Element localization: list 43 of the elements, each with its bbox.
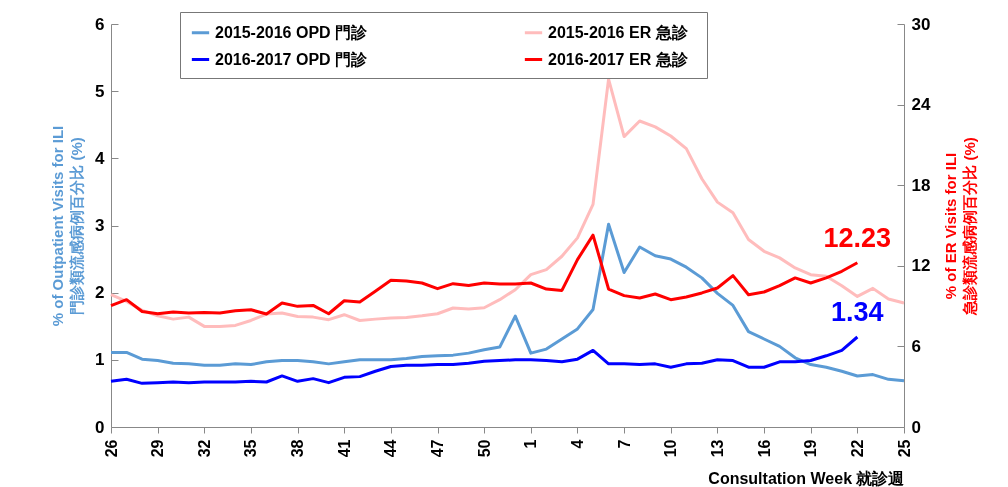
x-tick-label: 25 xyxy=(895,439,913,458)
y-tick-label: 1 xyxy=(95,350,105,370)
x-tick-label: 47 xyxy=(429,439,447,458)
x-tick-label: 32 xyxy=(195,439,213,458)
legend-label: 2015-2016 OPD 門診 xyxy=(215,23,369,41)
y-tick-label: 5 xyxy=(95,81,105,101)
x-tick-label: 41 xyxy=(335,439,353,458)
y-tick-label: 3 xyxy=(95,216,105,235)
x-tick-label: 7 xyxy=(615,439,633,449)
x-axis-title: Consultation Week 就診週 xyxy=(708,470,906,487)
x-tick-label: 10 xyxy=(662,439,680,458)
x-tick-label: 1 xyxy=(522,439,540,449)
y2-tick-label: 24 xyxy=(911,95,931,115)
x-tick-label: 29 xyxy=(149,439,167,458)
x-tick-label: 4 xyxy=(568,439,586,449)
x-tick-label: 16 xyxy=(755,439,773,458)
y2-tick-label: 30 xyxy=(911,14,931,34)
y2-tick-label: 6 xyxy=(911,336,921,356)
x-tick-label: 13 xyxy=(708,439,726,458)
x-tick-label: 44 xyxy=(382,439,400,458)
y2-tick-label: 18 xyxy=(911,175,931,195)
x-tick-label: 26 xyxy=(102,439,120,458)
legend-label: 2016-2017 OPD 門診 xyxy=(215,50,369,68)
line-series xyxy=(109,222,906,383)
line-series xyxy=(109,77,906,328)
legend-label: 2016-2017 ER 急診 xyxy=(548,50,689,68)
y-tick-label: 2 xyxy=(95,283,105,303)
y-tick-label: 4 xyxy=(95,148,106,168)
data-label: 1.34 xyxy=(831,297,884,327)
x-tick-label: 22 xyxy=(848,439,866,458)
x-tick-label: 35 xyxy=(242,439,260,458)
x-tick-label: 19 xyxy=(802,439,820,458)
y-tick-label: 0 xyxy=(95,417,105,437)
line-series xyxy=(109,335,859,385)
y2-tick-label: 0 xyxy=(911,417,921,437)
y-tick-label: 6 xyxy=(95,14,105,34)
y2-tick-label: 12 xyxy=(911,256,931,276)
legend-label: 2015-2016 ER 急診 xyxy=(548,23,689,41)
x-tick-label: 50 xyxy=(475,439,493,458)
x-tick-label: 38 xyxy=(289,439,307,458)
y-axis-title: % of Outpatient Visits for ILI 門診類流感病例百分比 (%) xyxy=(49,125,86,327)
data-label: 12.23 xyxy=(823,222,892,253)
y2-axis-title: % of ER Visits for ILI 急診類流感病例百分比 (%) xyxy=(942,137,979,316)
